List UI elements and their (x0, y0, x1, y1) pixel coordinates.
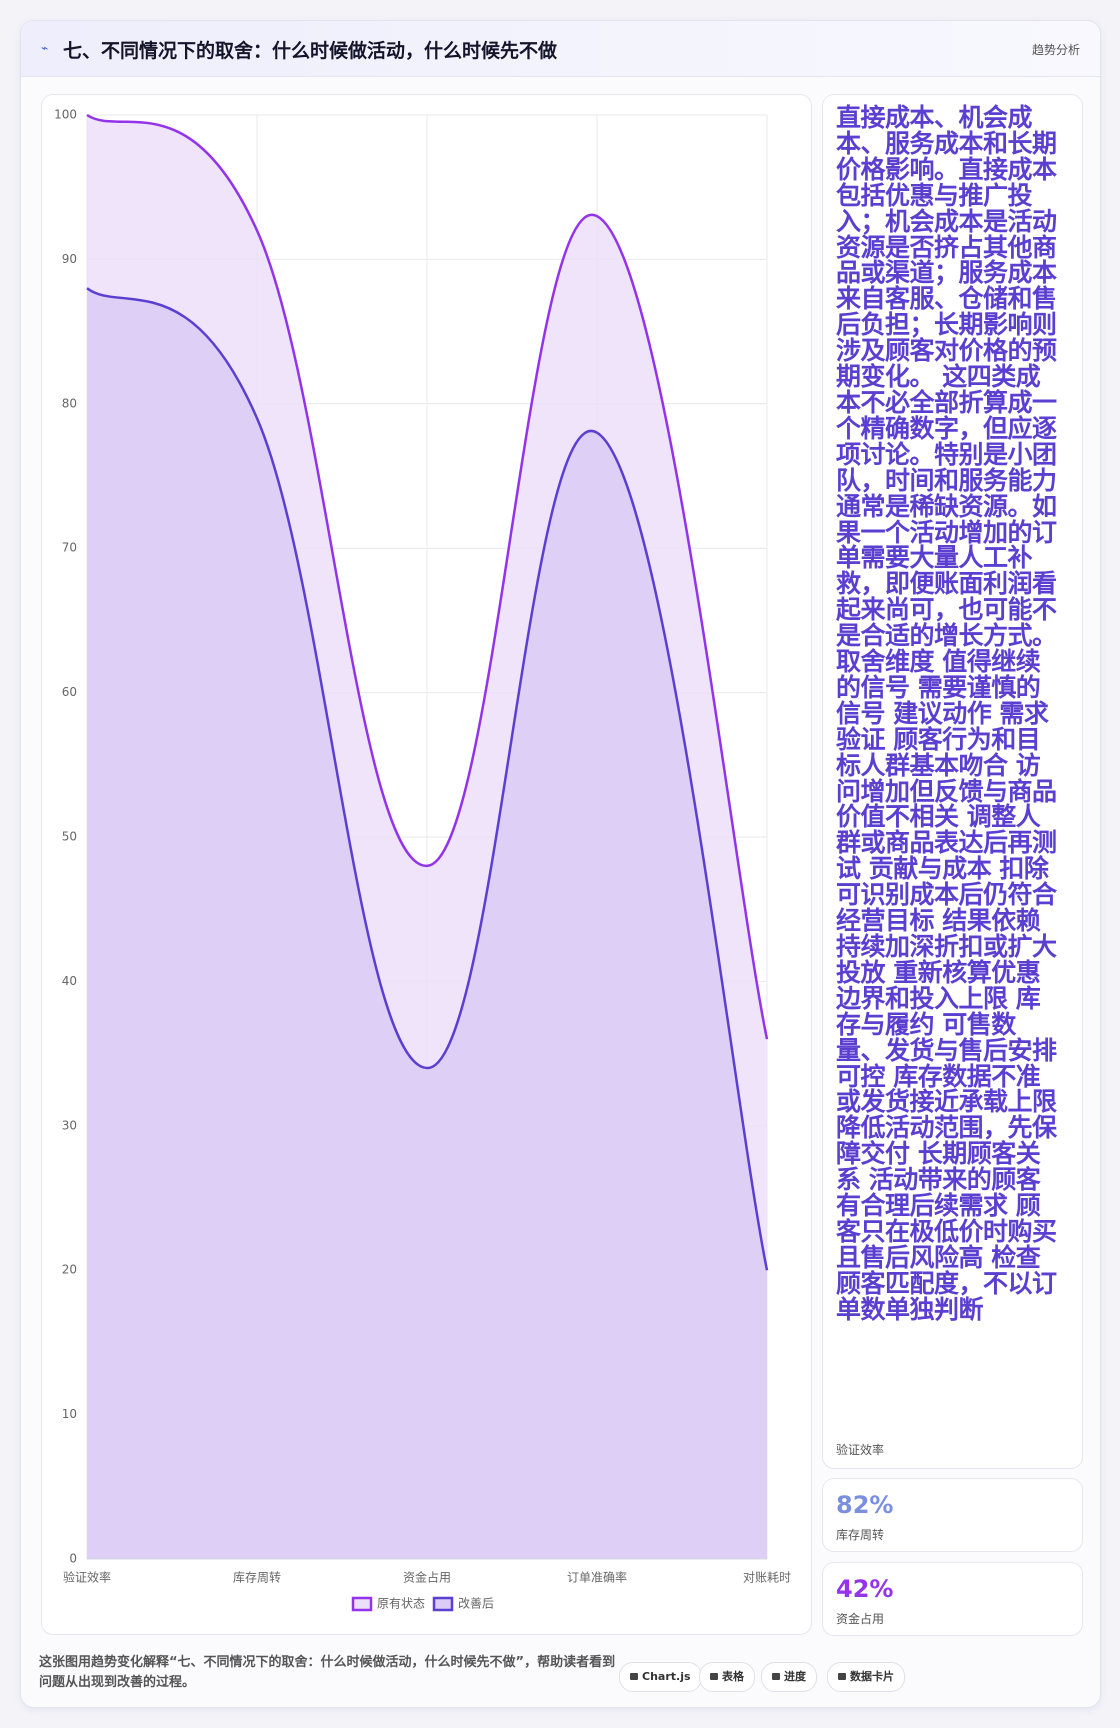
x-tick-label: 对账耗时 (743, 1571, 791, 1585)
y-tick-label: 100 (54, 108, 77, 122)
stat-value: 42% (836, 1575, 894, 1603)
x-tick-label: 库存周转 (233, 1570, 281, 1585)
x-tick-label: 验证效率 (63, 1570, 111, 1585)
stat-label: 库存周转 (836, 1528, 885, 1542)
y-tick-label: 80 (62, 396, 77, 410)
header: ⌁ 七、不同情况下的取舍：什么时候做活动，什么时候先不做 趋势分析 (21, 21, 1100, 77)
stat-label: 资金占用 (836, 1612, 885, 1626)
side-text: 直接成本、机会成本、服务成本和长期价格影响。直接成本包括优惠与推广投入；机会成本… (836, 103, 1057, 1324)
y-tick-label: 40 (62, 974, 77, 988)
legend-label: 改善后 (458, 1596, 494, 1611)
series-line (86, 287, 769, 1271)
y-tick-label: 60 (62, 685, 77, 699)
stat-card: 42% 资金占用 (822, 1562, 1083, 1636)
x-tick-label: 资金占用 (403, 1570, 451, 1585)
footer-text: 这张图用趋势变化解释“七、不同情况下的取舍：什么时候做活动，什么时候先不做”，帮… (39, 1655, 616, 1690)
side-panel: 直接成本、机会成本、服务成本和长期价格影响。直接成本包括优惠与推广投入；机会成本… (822, 94, 1083, 1469)
y-tick-label: 10 (62, 1407, 77, 1421)
table-button[interactable]: 表格 (699, 1662, 755, 1692)
y-tick-label: 90 (62, 252, 77, 266)
progress-button[interactable]: 进度 (761, 1662, 817, 1692)
stat-value: 82% (836, 1491, 894, 1519)
y-tick-label: 70 (62, 541, 77, 555)
y-tick-label: 50 (62, 830, 77, 844)
x-tick-label: 订单准确率 (567, 1570, 627, 1585)
y-tick-label: 30 (62, 1118, 77, 1132)
cards-button[interactable]: 数据卡片 (827, 1662, 905, 1692)
series-area (87, 288, 767, 1559)
legend-swatch (432, 1596, 454, 1612)
legend-label: 原有状态 (377, 1597, 425, 1611)
y-tick-label: 20 (62, 1263, 77, 1277)
legend-swatch (351, 1596, 373, 1612)
header-title: 七、不同情况下的取舍：什么时候做活动，什么时候先不做 (63, 40, 558, 62)
stat-card: 82% 库存周转 (822, 1478, 1083, 1552)
y-tick-label: 0 (69, 1552, 77, 1566)
header-icon: ⌁ (41, 41, 49, 55)
side-label: 验证效率 (836, 1443, 885, 1457)
header-tag: 趋势分析 (1031, 43, 1080, 57)
series-line (86, 113, 769, 1040)
